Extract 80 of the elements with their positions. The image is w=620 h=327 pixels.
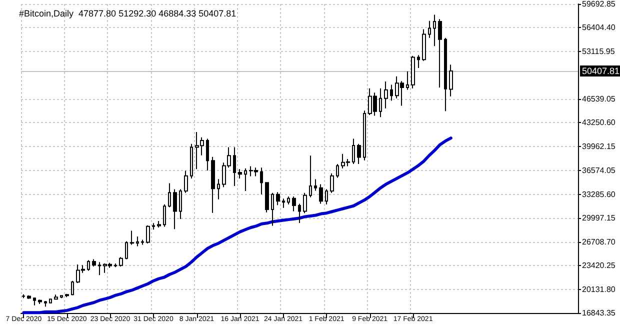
y-tick-label: 43250.60 bbox=[582, 118, 616, 128]
candlestick bbox=[163, 204, 166, 228]
candlestick bbox=[87, 260, 90, 272]
candlestick bbox=[309, 155, 312, 198]
candlestick bbox=[184, 170, 188, 194]
y-tick-label: 23420.25 bbox=[582, 261, 616, 270]
candlestick bbox=[287, 196, 290, 205]
y-tick-label: 36574.05 bbox=[582, 166, 616, 176]
candlestick bbox=[319, 184, 323, 204]
candlestick bbox=[292, 196, 296, 212]
candlestick bbox=[49, 298, 52, 304]
candlestick bbox=[60, 294, 63, 299]
candlestick bbox=[233, 146, 236, 186]
candlestick bbox=[152, 222, 155, 230]
candlestick bbox=[384, 80, 388, 109]
y-tick-label: 16843.35 bbox=[582, 308, 616, 318]
candlestick bbox=[325, 188, 328, 205]
y-tick-label: 33285.60 bbox=[582, 190, 616, 199]
candlestick bbox=[276, 192, 280, 206]
candlestick bbox=[22, 294, 25, 299]
candlestick bbox=[411, 55, 415, 89]
candlestick bbox=[141, 239, 144, 246]
candlestick bbox=[330, 172, 334, 194]
candlestick bbox=[114, 263, 117, 268]
candlestick bbox=[265, 182, 269, 213]
candlestick bbox=[206, 138, 209, 172]
candlestick bbox=[173, 188, 177, 230]
candlestick bbox=[314, 178, 317, 192]
candlestick bbox=[357, 143, 361, 165]
line-series bbox=[22, 136, 452, 314]
text: #Bitcoin,Daily 47877.80 51292.30 46884.33 50407.81 bbox=[19, 8, 236, 18]
candlestick bbox=[130, 230, 134, 246]
candlestick bbox=[71, 280, 74, 296]
y-tick-label: 20131.80 bbox=[582, 284, 616, 294]
y-tick-label: 26708.70 bbox=[582, 237, 616, 246]
candlestick bbox=[422, 28, 426, 62]
candlestick bbox=[119, 256, 123, 267]
candlestick bbox=[65, 293, 69, 298]
candlestick bbox=[146, 224, 150, 244]
candlestick bbox=[157, 220, 161, 228]
candlestick bbox=[190, 143, 193, 179]
y-tick-label: 56404.40 bbox=[582, 23, 616, 32]
candlestick bbox=[363, 110, 366, 161]
candlestick bbox=[417, 54, 420, 68]
candlestick bbox=[406, 70, 409, 90]
candlestick bbox=[38, 299, 42, 304]
y-tick-label: 53115.95 bbox=[582, 46, 616, 56]
candlestick bbox=[54, 294, 58, 300]
candlestick bbox=[433, 14, 436, 47]
candlestick bbox=[168, 182, 171, 208]
candlestick bbox=[136, 236, 139, 247]
y-tick-label: 46539.05 bbox=[582, 94, 616, 104]
candlestick bbox=[352, 138, 355, 165]
candlestick bbox=[92, 258, 96, 267]
y-tick-label: 59692.85 bbox=[582, 0, 616, 8]
candlestick bbox=[244, 168, 247, 192]
candlestick bbox=[260, 167, 263, 195]
candlestick bbox=[336, 164, 339, 178]
candlestick bbox=[303, 192, 307, 214]
candlestick bbox=[33, 296, 36, 306]
candlestick bbox=[390, 84, 393, 102]
ref-line-label: 50407.81 bbox=[582, 66, 620, 76]
candlestick bbox=[179, 188, 182, 220]
candlestick bbox=[444, 37, 447, 112]
candlestick bbox=[271, 192, 274, 226]
candlestick bbox=[438, 18, 442, 88]
candlestick bbox=[428, 20, 431, 38]
candlestick bbox=[125, 240, 128, 260]
candlestick bbox=[98, 262, 101, 276]
y-tick-label: 29997.15 bbox=[582, 214, 616, 223]
candlestick bbox=[449, 64, 453, 97]
candlestick bbox=[211, 156, 215, 214]
candlestick bbox=[27, 294, 31, 300]
y-tick-label: 39962.15 bbox=[582, 142, 616, 151]
candlestick bbox=[238, 168, 242, 179]
candlestick bbox=[379, 88, 382, 118]
candlestick bbox=[298, 203, 301, 224]
candlestick bbox=[44, 300, 47, 308]
candlestick bbox=[282, 198, 285, 208]
candlestick bbox=[217, 178, 220, 200]
